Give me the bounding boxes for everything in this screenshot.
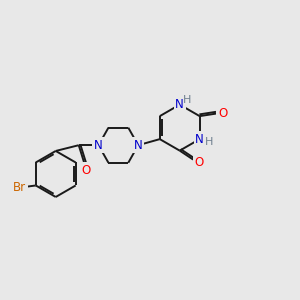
Text: N: N xyxy=(175,98,184,111)
Text: O: O xyxy=(82,164,91,177)
Text: N: N xyxy=(195,133,204,146)
Text: H: H xyxy=(204,137,213,147)
Text: Br: Br xyxy=(13,181,26,194)
Text: N: N xyxy=(134,139,142,152)
Text: H: H xyxy=(183,95,192,105)
Text: O: O xyxy=(218,107,227,120)
Text: O: O xyxy=(194,156,203,169)
Text: N: N xyxy=(94,139,103,152)
